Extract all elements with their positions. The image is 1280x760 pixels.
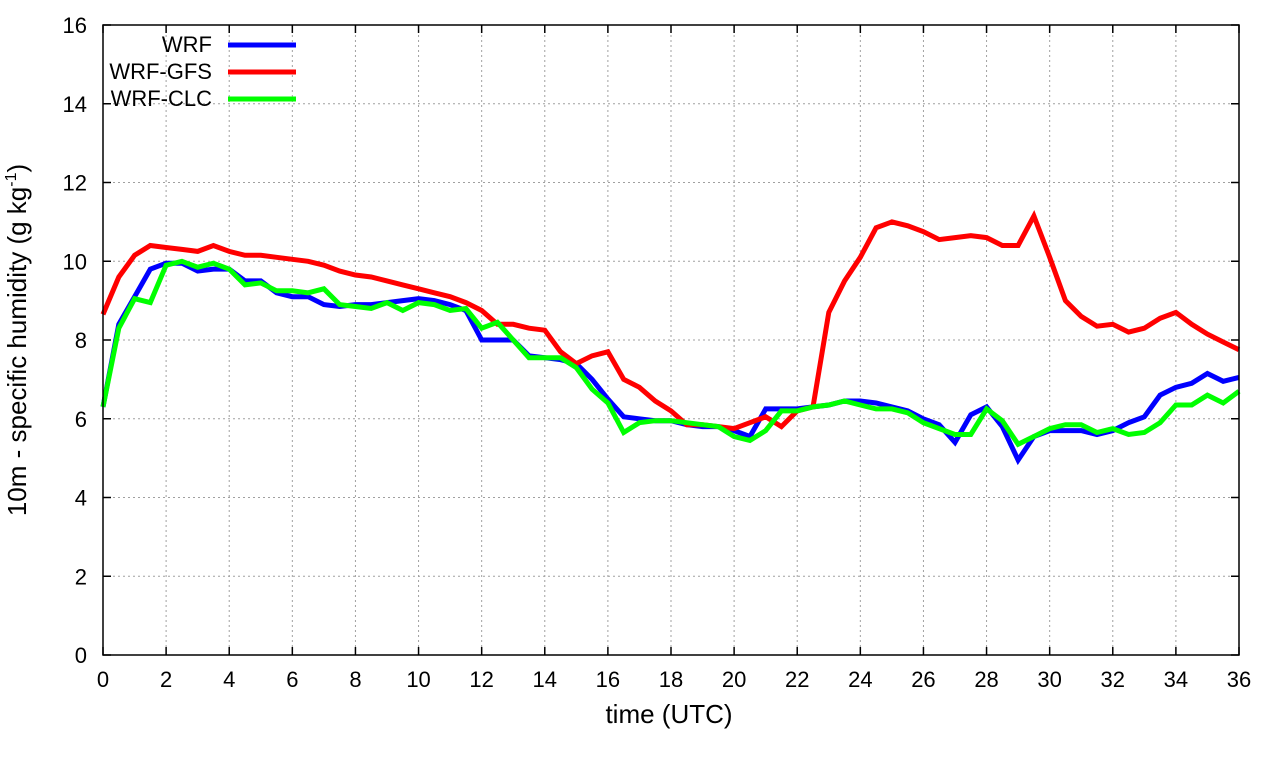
series-line-wrf-gfs [100, 209, 1241, 432]
x-tick-label: 30 [1037, 667, 1061, 692]
y-tick-label: 12 [63, 171, 87, 196]
x-axis-title: time (UTC) [605, 699, 732, 729]
y-tick-label: 0 [75, 643, 87, 668]
y-tick-label: 16 [63, 13, 87, 38]
y-tick-label: 4 [75, 486, 87, 511]
y-axis-title-main: 10m - specific humidity (g kg [2, 187, 32, 516]
x-tick-label: 18 [659, 667, 683, 692]
x-tick-label: 34 [1164, 667, 1188, 692]
x-tick-label: 14 [533, 667, 557, 692]
x-tick-label: 26 [911, 667, 935, 692]
y-tick-label: 8 [75, 328, 87, 353]
x-tick-label: 36 [1227, 667, 1251, 692]
x-tick-label: 22 [785, 667, 809, 692]
x-tick-label: 12 [469, 667, 493, 692]
series-line-wrf-clc [100, 258, 1241, 448]
y-tick-label: 10 [63, 249, 87, 274]
y-tick-label: 2 [75, 564, 87, 589]
x-tick-label: 24 [848, 667, 872, 692]
x-tick-label: 6 [286, 667, 298, 692]
x-tick-label: 0 [97, 667, 109, 692]
x-tick-label: 16 [596, 667, 620, 692]
x-tick-label: 4 [223, 667, 235, 692]
legend-label-wrf: WRF [162, 32, 212, 57]
legend-label-wrf-clc: WRF-CLC [111, 86, 213, 111]
y-axis-title: 10m - specific humidity (g kg-1) [2, 164, 32, 516]
x-tick-label: 32 [1101, 667, 1125, 692]
y-axis-title-superscript: -1 [3, 172, 20, 186]
series-lines [100, 209, 1241, 466]
x-tick-label: 8 [349, 667, 361, 692]
x-tick-label: 10 [406, 667, 430, 692]
x-tick-label: 28 [974, 667, 998, 692]
axis-ticks: 0 2 4 6 8 10 12 14 16 18 20 22 24 26 28 30 32 34 360246810… [63, 13, 1252, 692]
grid [103, 25, 1239, 655]
y-tick-label: 14 [63, 92, 87, 117]
x-tick-label: 20 [722, 667, 746, 692]
x-tick-label: 2 [160, 667, 172, 692]
y-axis-title-tail: ) [2, 164, 32, 173]
legend-label-wrf-gfs: WRF-GFS [109, 59, 212, 84]
y-tick-label: 6 [75, 407, 87, 432]
